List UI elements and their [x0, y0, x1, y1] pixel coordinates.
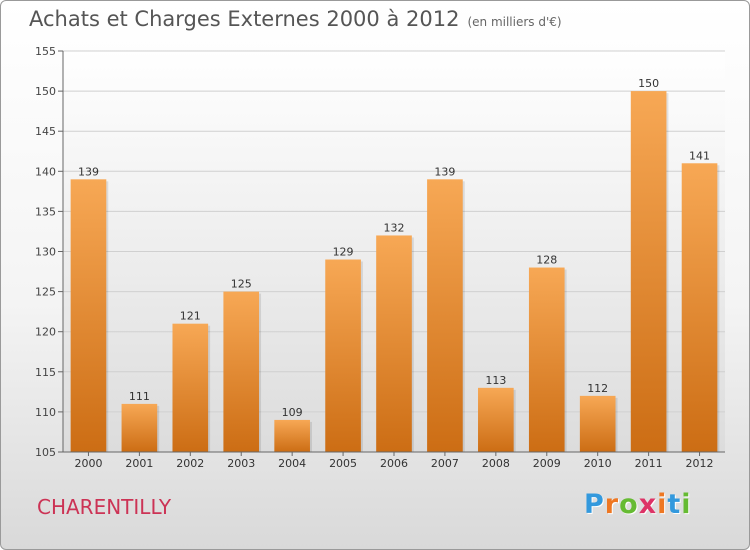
bar: [325, 259, 361, 452]
y-tick-label: 130: [35, 246, 56, 259]
y-tick-label: 145: [35, 125, 56, 138]
bar: [121, 403, 158, 452]
x-tick-label: 2010: [584, 457, 612, 470]
bar-value-label: 129: [333, 246, 354, 259]
bar-value-label: 150: [638, 77, 659, 90]
logo-letter: x: [638, 489, 658, 520]
logo-letter: i: [657, 489, 668, 520]
y-tick-label: 105: [35, 446, 56, 459]
bar: [681, 163, 718, 452]
x-tick-label: 2009: [533, 457, 561, 470]
x-tick-label: 2011: [635, 457, 663, 470]
y-tick-label: 140: [35, 165, 56, 178]
chart-title-text: Achats et Charges Externes 2000 à 2012: [29, 7, 460, 31]
bars: 139 111 121 125 109 129 132 139 113 128 112 150 141: [70, 77, 720, 452]
bar: [528, 267, 565, 452]
y-axis: 105 110 115 120 125 130 135 140 145 150 155: [35, 45, 64, 459]
bar-value-label: 111: [129, 390, 150, 403]
bar: [630, 91, 667, 452]
bar-value-label: 112: [587, 382, 608, 395]
x-tick-label: 2003: [227, 457, 255, 470]
y-tick-label: 150: [35, 85, 56, 98]
bar: [223, 291, 260, 452]
logo-letter: o: [619, 489, 639, 520]
y-tick-label: 110: [35, 406, 56, 419]
x-tick-label: 2004: [278, 457, 306, 470]
x-tick-label: 2008: [482, 457, 510, 470]
x-tick-label: 2005: [329, 457, 357, 470]
bar-value-label: 132: [384, 221, 405, 234]
logo-letter: i: [681, 489, 692, 520]
y-tick-label: 120: [35, 326, 56, 339]
x-axis: 2000 2001 2002 2003 2004 2005 2006 2007 2008 2009…: [63, 451, 725, 470]
city-name: CHARENTILLY: [37, 495, 172, 519]
bar: [376, 235, 412, 452]
y-tick-label: 115: [35, 366, 56, 379]
bar-value-label: 113: [485, 374, 506, 387]
logo-letter: r: [604, 489, 620, 520]
y-tick-label: 125: [35, 286, 56, 299]
chart-title: Achats et Charges Externes 2000 à 2012 (e…: [29, 7, 562, 31]
y-tick-label: 155: [35, 45, 56, 58]
bar: [579, 395, 616, 452]
chart-subtitle: (en milliers d'€): [467, 15, 562, 29]
x-tick-label: 2012: [686, 457, 714, 470]
logo-letter: P: [584, 489, 605, 520]
y-tick-label: 135: [35, 205, 56, 218]
x-tick-label: 2006: [380, 457, 408, 470]
bar: [274, 419, 310, 452]
bar-value-label: 139: [434, 165, 455, 178]
bar-value-label: 109: [282, 406, 303, 419]
bar: [172, 323, 209, 452]
bar-value-label: 139: [78, 165, 99, 178]
logo-letter: t: [667, 489, 682, 520]
bar: [478, 387, 514, 452]
x-tick-label: 2002: [176, 457, 204, 470]
proxiti-logo: Proxiti: [584, 489, 692, 520]
bar-value-label: 125: [231, 278, 252, 291]
bar: [70, 179, 107, 452]
x-tick-label: 2007: [431, 457, 459, 470]
x-tick-label: 2001: [125, 457, 153, 470]
bar-value-label: 128: [536, 254, 557, 267]
x-tick-label: 2000: [74, 457, 102, 470]
bar-value-label: 121: [180, 310, 201, 323]
bar: [427, 179, 463, 452]
bar-value-label: 141: [689, 149, 710, 162]
